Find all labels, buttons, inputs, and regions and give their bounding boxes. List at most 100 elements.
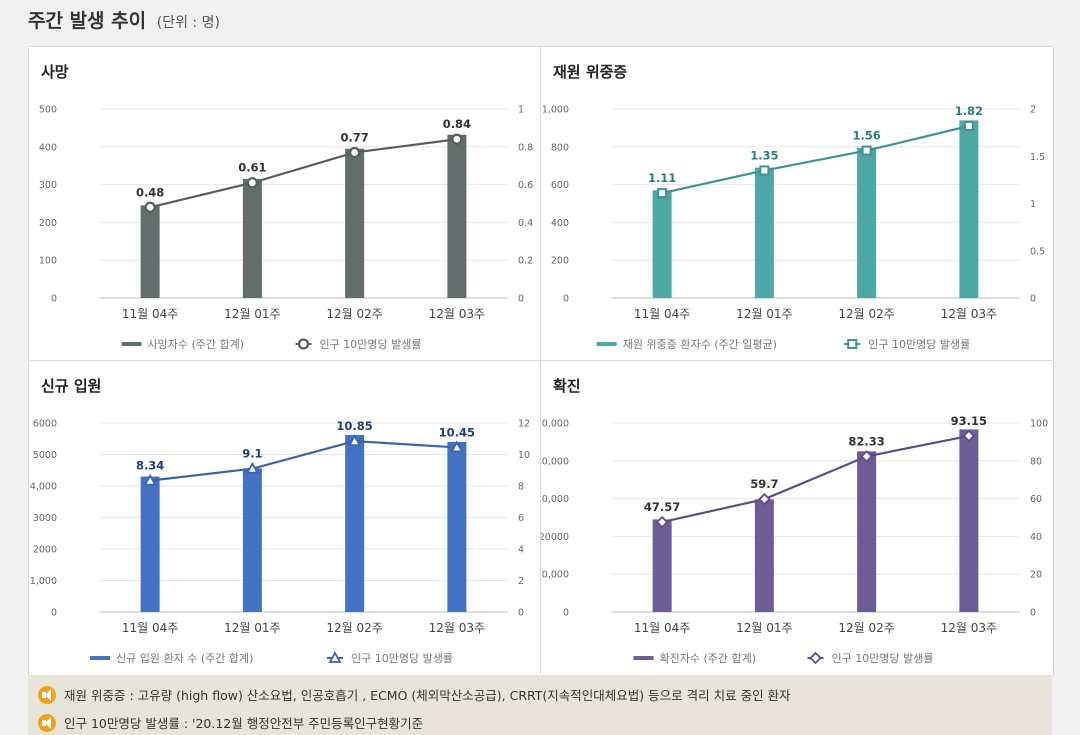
x-tick-label: 12월 03주 (941, 307, 997, 321)
data-label: 1.11 (648, 171, 676, 185)
y-tick-label-right: 12 (518, 419, 530, 430)
data-label: 9.1 (242, 447, 262, 461)
y-tick-label-left: 50,000 (541, 419, 569, 430)
rate-line (661, 124, 970, 195)
x-tick-label: 12월 02주 (326, 307, 382, 321)
y-tick-label-right: 0 (1030, 608, 1036, 619)
bar (959, 120, 979, 298)
y-tick-label-right: 6 (518, 513, 524, 524)
x-tick-label: 12월 01주 (736, 307, 792, 321)
bar (754, 499, 774, 612)
line-point (143, 473, 157, 486)
y-tick-label-left: 1,000 (542, 105, 569, 116)
data-label: 47.57 (644, 500, 680, 514)
bar (242, 468, 262, 612)
y-tick-label-right: 1 (518, 105, 524, 116)
line-point (962, 429, 976, 443)
bar (857, 147, 877, 298)
y-tick-label-right: 0.2 (518, 256, 533, 267)
y-tick-label-left: 4,000 (30, 482, 57, 493)
panel-title: 재원 위중증 (553, 63, 628, 81)
y-tick-label-left: 6000 (33, 419, 57, 430)
y-tick-label-right: 10 (518, 450, 530, 461)
bar (447, 441, 467, 612)
legend-label: 확진자수 (주간 합계) (660, 652, 757, 665)
bar (140, 476, 160, 612)
bar (140, 205, 160, 298)
page-title: 주간 발생 추이 (단위 : 명) (28, 6, 220, 33)
y-tick-label-right: 0 (518, 608, 524, 619)
y-tick-label-right: 2 (518, 576, 524, 587)
line-point (963, 121, 974, 132)
x-tick-label: 12월 02주 (838, 621, 894, 635)
data-label: 93.15 (951, 414, 987, 428)
y-tick-label-right: 40 (1030, 532, 1042, 543)
y-tick-label-left: 0 (51, 608, 57, 619)
note-text: 인구 10만명당 발생률 : '20.12월 행정안전부 주민등록인구현황기준 (64, 716, 424, 731)
y-tick-label-left: 800 (551, 142, 569, 153)
y-tick-label-left: 40,000 (541, 456, 569, 467)
x-tick-label: 12월 03주 (429, 621, 485, 635)
y-tick-label-right: 0.8 (518, 142, 533, 153)
x-tick-label: 12월 01주 (736, 621, 792, 635)
legend-label: 재원 위중증 환자수 (주간 일평균) (623, 337, 777, 351)
y-tick-label-left: 400 (551, 218, 569, 229)
panel-title: 신규 입원 (41, 377, 102, 395)
y-tick-label-left: 0 (563, 608, 569, 619)
line-point (451, 133, 463, 145)
bar (345, 434, 365, 612)
legend-label: 인구 10만명당 발생률 (832, 652, 934, 665)
y-tick-label-left: 20000 (541, 532, 569, 543)
y-tick-label-left: 30,000 (541, 494, 569, 505)
rate-line (149, 138, 458, 209)
y-tick-label-right: 80 (1030, 456, 1042, 467)
x-tick-label: 12월 02주 (326, 621, 382, 635)
bar (652, 190, 672, 298)
legend-marker (809, 651, 822, 665)
data-label: 10.85 (336, 419, 372, 433)
data-label: 10.45 (439, 425, 475, 439)
y-tick-label-left: 10,000 (541, 570, 569, 581)
line-point (655, 515, 669, 529)
y-tick-label-left: 3000 (33, 513, 57, 524)
line-point (860, 450, 873, 463)
legend-marker (297, 338, 310, 350)
y-tick-label-right: 1.5 (1030, 152, 1045, 163)
x-tick-label: 11월 04주 (634, 307, 690, 321)
panel-title: 사망 (41, 63, 69, 81)
legend-marker (847, 339, 858, 349)
rate-line (661, 434, 970, 524)
y-tick-label-left: 200 (39, 218, 57, 229)
panel-admissions: 신규 입원 0 1,000 2000 3000 4,000 5000 6000 0 2 4 6 8 10… (29, 361, 541, 674)
line-point (245, 461, 259, 474)
legend-label: 신규 입원 환자 수 (주간 합계) (116, 652, 253, 665)
note-item: 인구 10만명당 발생률 : '20.12월 행정안전부 주민등록인구현황기준 (38, 713, 423, 732)
page-title-text: 주간 발생 추이 (28, 10, 147, 32)
chart-grid: 사망 0 100 200 300 400 500 0 0.2 0.4 0.6 0.8 1 11월 04주… (28, 46, 1054, 677)
panel-critical: 재원 위중증 0 200 400 600 800 1,000 0 0.5 1 1.5 2 11월 04… (541, 47, 1052, 361)
line-point (861, 145, 872, 156)
line-point (246, 177, 258, 189)
note-item: 재원 위중증 : 고유량 (high flow) 산소요법, 인공호흡기 , E… (38, 685, 791, 704)
notes-box: 재원 위중증 : 고유량 (high flow) 산소요법, 인공호흡기 , E… (28, 675, 1052, 735)
chart-admissions: 0 1,000 2000 3000 4,000 5000 6000 0 2 4 6 8 10 12 11월 … (30, 419, 530, 666)
y-tick-label-right: 60 (1030, 494, 1042, 505)
line-point (758, 492, 771, 506)
legend-label: 인구 10만명당 발생률 (320, 338, 422, 351)
note-text: 재원 위중증 : 고유량 (high flow) 산소요법, 인공호흡기 , E… (64, 688, 791, 703)
x-tick-label: 12월 03주 (941, 621, 997, 635)
y-tick-label-left: 0 (563, 294, 569, 305)
line-point (450, 440, 464, 453)
y-tick-label-right: 0 (518, 294, 524, 305)
y-tick-label-left: 100 (39, 256, 57, 267)
bar (857, 451, 877, 612)
panel-title: 확진 (553, 377, 581, 395)
y-tick-label-right: 4 (518, 545, 524, 556)
data-label: 8.34 (136, 459, 164, 473)
y-tick-label-left: 400 (39, 142, 57, 153)
chart-deaths: 0 100 200 300 400 500 0 0.2 0.4 0.6 0.8 1 11월 04주 12월… (39, 105, 533, 352)
bar (345, 148, 365, 298)
line-point (657, 188, 668, 199)
speaker-icon (38, 713, 56, 732)
y-tick-label-left: 200 (551, 256, 569, 267)
